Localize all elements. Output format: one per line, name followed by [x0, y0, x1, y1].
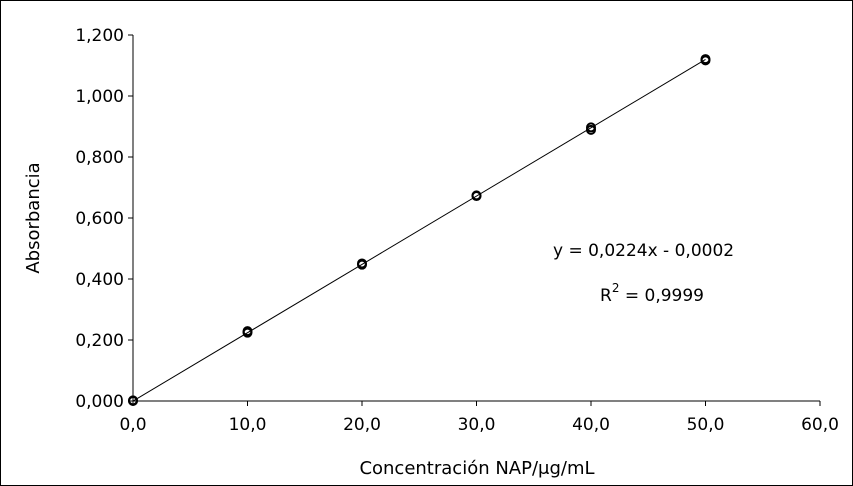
y-axis-title: Absorbancia	[23, 162, 44, 273]
r-squared-label: R2 = 0,9999	[600, 281, 704, 306]
y-tick-label: 0,800	[75, 148, 124, 168]
trendline	[132, 59, 706, 402]
y-tick-label: 0,400	[75, 270, 124, 290]
data-point	[586, 122, 596, 133]
x-tick-label: 30,0	[458, 415, 496, 435]
data-point	[471, 190, 482, 201]
data-point	[700, 54, 711, 65]
data-point	[128, 395, 138, 406]
x-axis-title: Concentración NAP/μg/mL	[359, 458, 594, 479]
r-squared-value: = 0,9999	[619, 286, 704, 306]
x-tick-label: 0,0	[119, 415, 146, 435]
equation-label: y = 0,0224x - 0,0002	[553, 241, 734, 261]
x-tick-label: 10,0	[229, 415, 267, 435]
y-tick-label: 0,000	[75, 392, 124, 412]
data-points	[128, 54, 711, 406]
y-tick-label: 0,200	[75, 331, 124, 351]
data-point	[242, 326, 253, 337]
x-tick-label: 50,0	[687, 415, 725, 435]
y-tick-label: 1,200	[75, 26, 124, 46]
y-tick-label: 0,600	[75, 209, 124, 229]
axes	[132, 35, 820, 402]
r-squared-base: R	[600, 286, 612, 306]
trendline-group	[132, 59, 706, 402]
x-tick-label: 60,0	[801, 415, 839, 435]
x-tick-label: 40,0	[572, 415, 610, 435]
ticks: 0,000 0,200 0,400 0,600 0,800 1,000 1,200 0,0 10…	[75, 26, 839, 435]
r-squared-exponent: 2	[612, 281, 620, 295]
x-tick-label: 20,0	[343, 415, 381, 435]
y-tick-label: 1,000	[75, 87, 124, 107]
data-point	[357, 258, 367, 269]
